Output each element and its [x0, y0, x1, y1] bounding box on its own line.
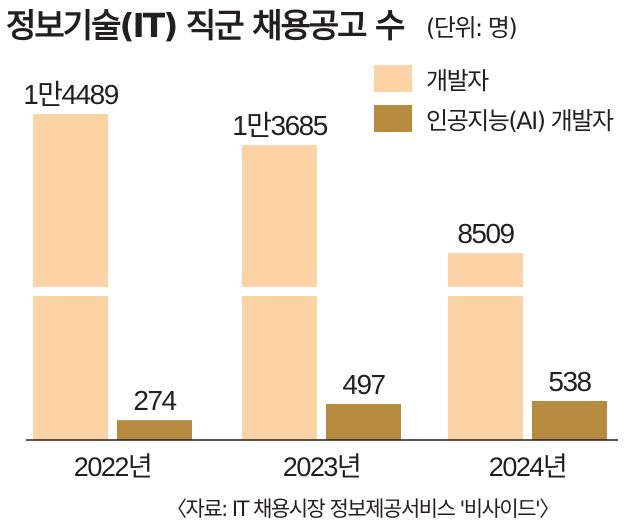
- source-note: 〈자료: IT 채용시장 정보제공서비스 '비사이드'〉: [166, 497, 560, 521]
- category-label-1: 2022년: [74, 452, 151, 482]
- ai-developer-value-label-1: 274: [133, 385, 176, 416]
- developer-bar-upper-2: [242, 144, 317, 287]
- legend-label-ai-developer: 인공지능(AI) 개발자: [426, 106, 614, 135]
- developer-bar-upper-3: [448, 253, 523, 287]
- chart-title: 정보기술(IT) 직군 채용공고 수: [6, 6, 405, 45]
- ai-developer-value-label-2: 497: [342, 369, 385, 400]
- ai-developer-bar-2: [326, 403, 401, 440]
- developer-value-label-2: 1만3685: [232, 110, 328, 141]
- developer-value-label-1: 1만4489: [23, 79, 119, 110]
- legend-item-ai-developer: 인공지능(AI) 개발자: [374, 98, 614, 138]
- developer-bar-lower-1: [33, 296, 108, 440]
- ai-developer-bar-1: [117, 420, 192, 440]
- legend-swatch-ai-developer: [374, 104, 412, 132]
- ai-developer-bar-3: [532, 401, 607, 440]
- legend-item-developer: 개발자: [374, 58, 612, 98]
- legend: 개발자 인공지능(AI) 개발자: [374, 58, 614, 138]
- ai-developer-value-label-3: 538: [548, 366, 591, 397]
- legend-swatch-developer: [374, 64, 412, 92]
- category-label-2: 2023년: [283, 452, 360, 482]
- developer-bar-upper-1: [33, 114, 108, 287]
- category-label-3: 2024년: [489, 452, 566, 482]
- developer-bar-lower-3: [448, 296, 523, 440]
- developer-bar-lower-2: [242, 296, 317, 440]
- developer-value-label-3: 8509: [457, 218, 514, 249]
- legend-label-developer: 개발자: [426, 66, 489, 95]
- unit-note: (단위: 명): [426, 14, 518, 42]
